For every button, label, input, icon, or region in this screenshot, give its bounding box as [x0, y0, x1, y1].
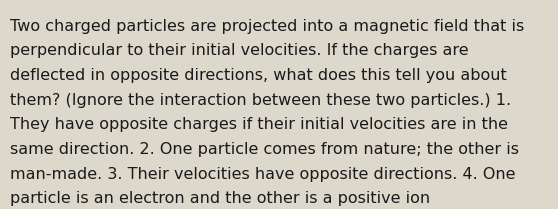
Text: They have opposite charges if their initial velocities are in the: They have opposite charges if their init…: [10, 117, 508, 133]
Text: man-made. 3. Their velocities have opposite directions. 4. One: man-made. 3. Their velocities have oppos…: [10, 167, 516, 182]
Text: deflected in opposite directions, what does this tell you about: deflected in opposite directions, what d…: [10, 68, 507, 83]
Text: Two charged particles are projected into a magnetic field that is: Two charged particles are projected into…: [10, 19, 525, 34]
Text: same direction. 2. One particle comes from nature; the other is: same direction. 2. One particle comes fr…: [10, 142, 519, 157]
Text: particle is an electron and the other is a positive ion: particle is an electron and the other is…: [10, 191, 430, 206]
Text: them? (Ignore the interaction between these two particles.) 1.: them? (Ignore the interaction between th…: [10, 93, 511, 108]
Text: perpendicular to their initial velocities. If the charges are: perpendicular to their initial velocitie…: [10, 43, 469, 59]
